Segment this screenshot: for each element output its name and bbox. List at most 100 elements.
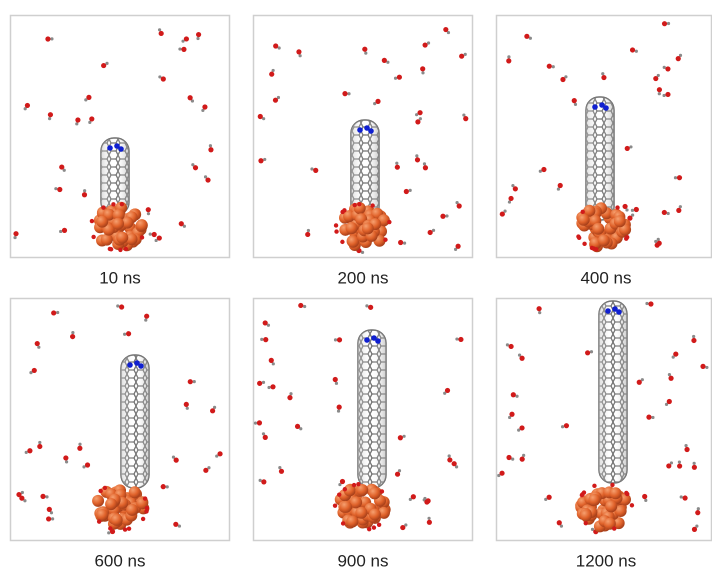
molecule-h — [209, 144, 212, 147]
cluster-atom — [369, 487, 381, 499]
molecule-h — [507, 55, 510, 58]
adsorbed-o — [380, 489, 384, 493]
molecule-h — [394, 77, 397, 80]
adsorbed-o — [337, 492, 341, 496]
molecule-o — [144, 314, 149, 319]
molecule-o — [342, 91, 347, 96]
molecule-h — [415, 154, 418, 157]
molecule-o — [269, 358, 274, 363]
molecule-o — [508, 196, 513, 201]
cluster-atom — [136, 219, 148, 231]
molecule-o — [45, 36, 50, 41]
molecule-o — [203, 468, 208, 473]
molecule-o — [86, 95, 91, 100]
molecule-o — [519, 425, 524, 430]
molecule-o — [648, 301, 653, 306]
molecule-o — [506, 58, 511, 63]
molecule-o — [205, 177, 210, 182]
molecule-h — [59, 230, 62, 233]
molecule-o — [296, 49, 301, 54]
molecule-o — [101, 63, 106, 68]
molecule-h — [645, 302, 648, 305]
adsorbed-o — [340, 210, 344, 214]
molecule-o — [375, 99, 380, 104]
molecule-o — [46, 516, 51, 521]
molecule-o — [695, 510, 700, 515]
panel-label: 1200 ns — [576, 551, 637, 570]
adsorbed-o — [97, 519, 101, 523]
cluster-atom — [589, 494, 601, 506]
cluster-atom — [598, 234, 610, 246]
adsorbed-o — [98, 489, 102, 493]
molecule-o — [47, 507, 52, 512]
molecule-h — [13, 236, 16, 239]
molecule-o — [625, 146, 630, 151]
molecule-o — [27, 448, 32, 453]
molecule-o — [217, 451, 222, 456]
molecule-o — [48, 112, 53, 117]
adsorbed-o — [127, 526, 131, 530]
molecule-o — [40, 494, 45, 499]
molecule-o — [362, 47, 367, 52]
molecule-o — [634, 207, 639, 212]
molecule-o — [677, 463, 682, 468]
molecule-h — [254, 422, 257, 425]
molecule-o — [509, 412, 514, 417]
molecule-o — [368, 305, 373, 310]
molecule-o — [665, 66, 670, 71]
molecule-o — [263, 337, 268, 342]
molecule-h — [395, 162, 398, 165]
molecule-o — [700, 364, 705, 369]
molecule-h — [364, 51, 367, 54]
molecule-o — [547, 495, 552, 500]
molecule-o — [77, 446, 82, 451]
adsorbed-o — [101, 205, 105, 209]
molecule-o — [188, 95, 193, 100]
molecule-h — [144, 318, 147, 321]
molecule-o — [440, 214, 445, 219]
molecule-o — [395, 165, 400, 170]
molecule-h — [337, 409, 340, 412]
molecule-h — [116, 304, 119, 307]
cluster-atom — [355, 507, 367, 519]
molecule-h — [654, 240, 657, 243]
molecule-h — [678, 460, 681, 463]
cluster-atom — [96, 509, 108, 521]
molecule-o — [560, 77, 565, 82]
molecule-o — [287, 395, 292, 400]
molecule-o — [585, 350, 590, 355]
molecule-o — [298, 303, 303, 308]
molecule-o — [459, 54, 464, 59]
adsorbed-o — [124, 247, 128, 251]
cluster-atom — [116, 232, 128, 244]
adsorbed-o — [610, 483, 614, 487]
molecule-h — [561, 425, 564, 428]
molecule-h — [574, 103, 577, 106]
cluster-atom — [610, 487, 622, 499]
molecule-o — [665, 92, 670, 97]
molecule-h — [651, 416, 654, 419]
molecule-h — [299, 54, 302, 57]
molecule-o — [257, 420, 262, 425]
molecule-h — [601, 72, 604, 75]
adsorbed-o — [592, 484, 596, 488]
molecule-o — [411, 494, 416, 499]
molecule-o — [424, 499, 429, 504]
molecule-h — [522, 454, 525, 457]
molecule-h — [45, 495, 48, 498]
adsorbed-o — [383, 238, 387, 242]
dopant-atom — [127, 362, 133, 368]
molecule-h — [674, 176, 677, 179]
nanotube-shade — [358, 330, 386, 488]
molecule-o — [258, 158, 263, 163]
molecule-h — [663, 66, 666, 69]
molecule-o — [524, 34, 529, 39]
adsorbed-o — [111, 202, 115, 206]
molecule-o — [59, 164, 64, 169]
adsorbed-o — [377, 523, 381, 527]
cluster-atom — [96, 216, 108, 228]
molecule-o — [119, 304, 124, 309]
adsorbed-o — [630, 503, 634, 507]
molecule-h — [186, 407, 189, 410]
molecule-h — [693, 462, 696, 465]
